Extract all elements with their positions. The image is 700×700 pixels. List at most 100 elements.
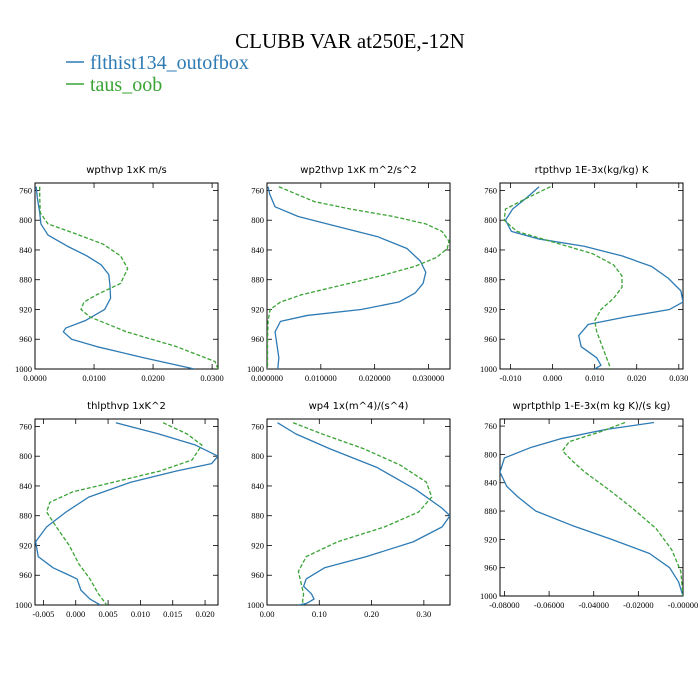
x-tick-label: 0.0200 xyxy=(141,373,164,383)
panel-title: wp2thvp 1xK m^2/s^2 xyxy=(300,165,416,176)
y-tick-label: 960 xyxy=(251,334,264,344)
y-tick-label: 1000 xyxy=(247,600,264,610)
x-tick-label: 0.010000 xyxy=(305,373,337,383)
y-tick-label: 880 xyxy=(484,275,497,285)
x-tick-label: -0.00000 xyxy=(668,600,698,610)
y-tick-label: 760 xyxy=(484,421,497,431)
y-tick-label: 920 xyxy=(484,534,497,544)
panel-6: wprtpthlp 1-E-3x(m kg K)/(s kg) 760 800 840… xyxy=(480,401,698,610)
x-tick-label: 0.020000 xyxy=(359,373,391,383)
y-tick-label: 960 xyxy=(251,570,264,580)
y-tick-label: 880 xyxy=(251,275,264,285)
y-tick-label: 840 xyxy=(251,481,264,491)
x-tick-label: 0.020 xyxy=(196,609,215,619)
y-tick-label: 800 xyxy=(19,451,32,461)
panel-3: rtpthvp 1E-3x(kg/kg) K 760 800 840 880 920 960… xyxy=(480,165,688,383)
x-tick-label: 0.30 xyxy=(416,609,431,619)
x-tick-label: 0.015 xyxy=(163,609,182,619)
x-tick-label: 0.020 xyxy=(627,373,646,383)
x-tick-label: 0.030000 xyxy=(413,373,445,383)
x-tick-label: 0.0300 xyxy=(200,373,223,383)
series-line-taus-oob xyxy=(267,186,450,369)
y-tick-label: 960 xyxy=(19,334,32,344)
y-tick-label: 880 xyxy=(19,275,32,285)
y-tick-label: 1000 xyxy=(15,600,32,610)
panel-title: wp4 1x(m^4)/(s^4) xyxy=(309,401,409,412)
plot-frame xyxy=(499,182,684,370)
y-tick-label: 840 xyxy=(484,245,497,255)
panels-group: wpthvp 1xK m/s76080084088092096010000.00… xyxy=(15,165,698,619)
x-tick-label: -0.08000 xyxy=(489,600,519,610)
panel-1: wpthvp 1xK m/s 760 800 840 880 920 960 10000.00… xyxy=(15,165,224,383)
y-tick-label: 840 xyxy=(484,478,497,488)
series-line-taus-oob xyxy=(561,421,683,596)
y-tick-label: 840 xyxy=(19,245,32,255)
y-tick-label: 840 xyxy=(19,481,32,491)
x-tick-label: 0.000000 xyxy=(251,373,283,383)
x-tick-label: 0.0000 xyxy=(23,373,46,383)
y-tick-label: 800 xyxy=(484,215,497,225)
figure-title: CLUBB VAR at250E,-12N xyxy=(235,29,465,53)
series-line-flthist134 xyxy=(500,421,683,596)
x-tick-label: 0.010 xyxy=(131,609,150,619)
y-tick-label: 800 xyxy=(19,215,32,225)
y-tick-label: 920 xyxy=(19,304,32,314)
y-tick-label: 960 xyxy=(484,334,497,344)
series-line-flthist134 xyxy=(504,186,683,369)
y-tick-label: 760 xyxy=(251,421,264,431)
y-tick-label: 1000 xyxy=(480,591,497,601)
y-tick-label: 960 xyxy=(19,570,32,580)
y-tick-label: 760 xyxy=(19,421,32,431)
x-tick-label: 0.030 xyxy=(669,373,688,383)
series-line-taus-oob xyxy=(503,186,623,369)
x-tick-label: -0.02000 xyxy=(623,600,653,610)
x-tick-label: -0.04000 xyxy=(578,600,608,610)
y-tick-label: 760 xyxy=(19,185,32,195)
y-tick-label: 840 xyxy=(251,245,264,255)
series-line-taus-oob xyxy=(45,422,203,605)
y-tick-label: 1000 xyxy=(15,364,32,374)
x-tick-label: 0.20 xyxy=(364,609,379,619)
panel-4: thlpthvp 1xK^2 760 800 840 880 920 960 1000-0.0… xyxy=(15,401,219,619)
y-tick-label: 760 xyxy=(484,185,497,195)
panel-title: thlpthvp 1xK^2 xyxy=(87,401,166,412)
x-tick-label: 0.10 xyxy=(312,609,327,619)
x-tick-label: 0.0100 xyxy=(82,373,105,383)
plot-frame xyxy=(34,418,219,606)
x-tick-label: 0.000 xyxy=(66,609,85,619)
x-tick-label: -0.06000 xyxy=(534,600,564,610)
y-tick-label: 960 xyxy=(484,563,497,573)
x-tick-label: 0.005 xyxy=(99,609,118,619)
y-tick-label: 880 xyxy=(19,511,32,521)
legend-label-taus-oob: taus_oob xyxy=(90,74,162,96)
panel-title: rtpthvp 1E-3x(kg/kg) K xyxy=(535,165,649,176)
y-tick-label: 760 xyxy=(251,185,264,195)
y-tick-label: 800 xyxy=(251,451,264,461)
x-tick-label: 0.000 xyxy=(543,373,562,383)
plot-frame xyxy=(34,182,219,370)
y-tick-label: 920 xyxy=(484,304,497,314)
series-line-taus-oob xyxy=(39,186,218,369)
series-line-taus-oob xyxy=(292,422,433,605)
series-line-flthist134 xyxy=(277,422,450,605)
x-tick-label: 0.010 xyxy=(585,373,604,383)
panel-title: wpthvp 1xK m/s xyxy=(86,165,167,176)
x-tick-label: -0.005 xyxy=(32,609,54,619)
y-tick-label: 1000 xyxy=(480,364,497,374)
x-tick-label: 0.00 xyxy=(260,609,275,619)
legend: flthist134_outofbox taus_oob xyxy=(66,52,249,96)
y-tick-label: 800 xyxy=(251,215,264,225)
legend-label-flthist134: flthist134_outofbox xyxy=(90,52,249,74)
y-tick-label: 920 xyxy=(251,540,264,550)
plot-frame xyxy=(266,182,451,370)
plot-frame xyxy=(266,418,451,606)
y-tick-label: 920 xyxy=(251,304,264,314)
y-tick-label: 920 xyxy=(19,540,32,550)
y-tick-label: 880 xyxy=(251,511,264,521)
x-tick-label: -0.010 xyxy=(500,373,522,383)
plot-frame xyxy=(499,418,684,597)
series-line-flthist134 xyxy=(35,186,195,369)
y-tick-label: 1000 xyxy=(247,364,264,374)
panel-title: wprtpthlp 1-E-3x(m kg K)/(s kg) xyxy=(513,401,671,412)
